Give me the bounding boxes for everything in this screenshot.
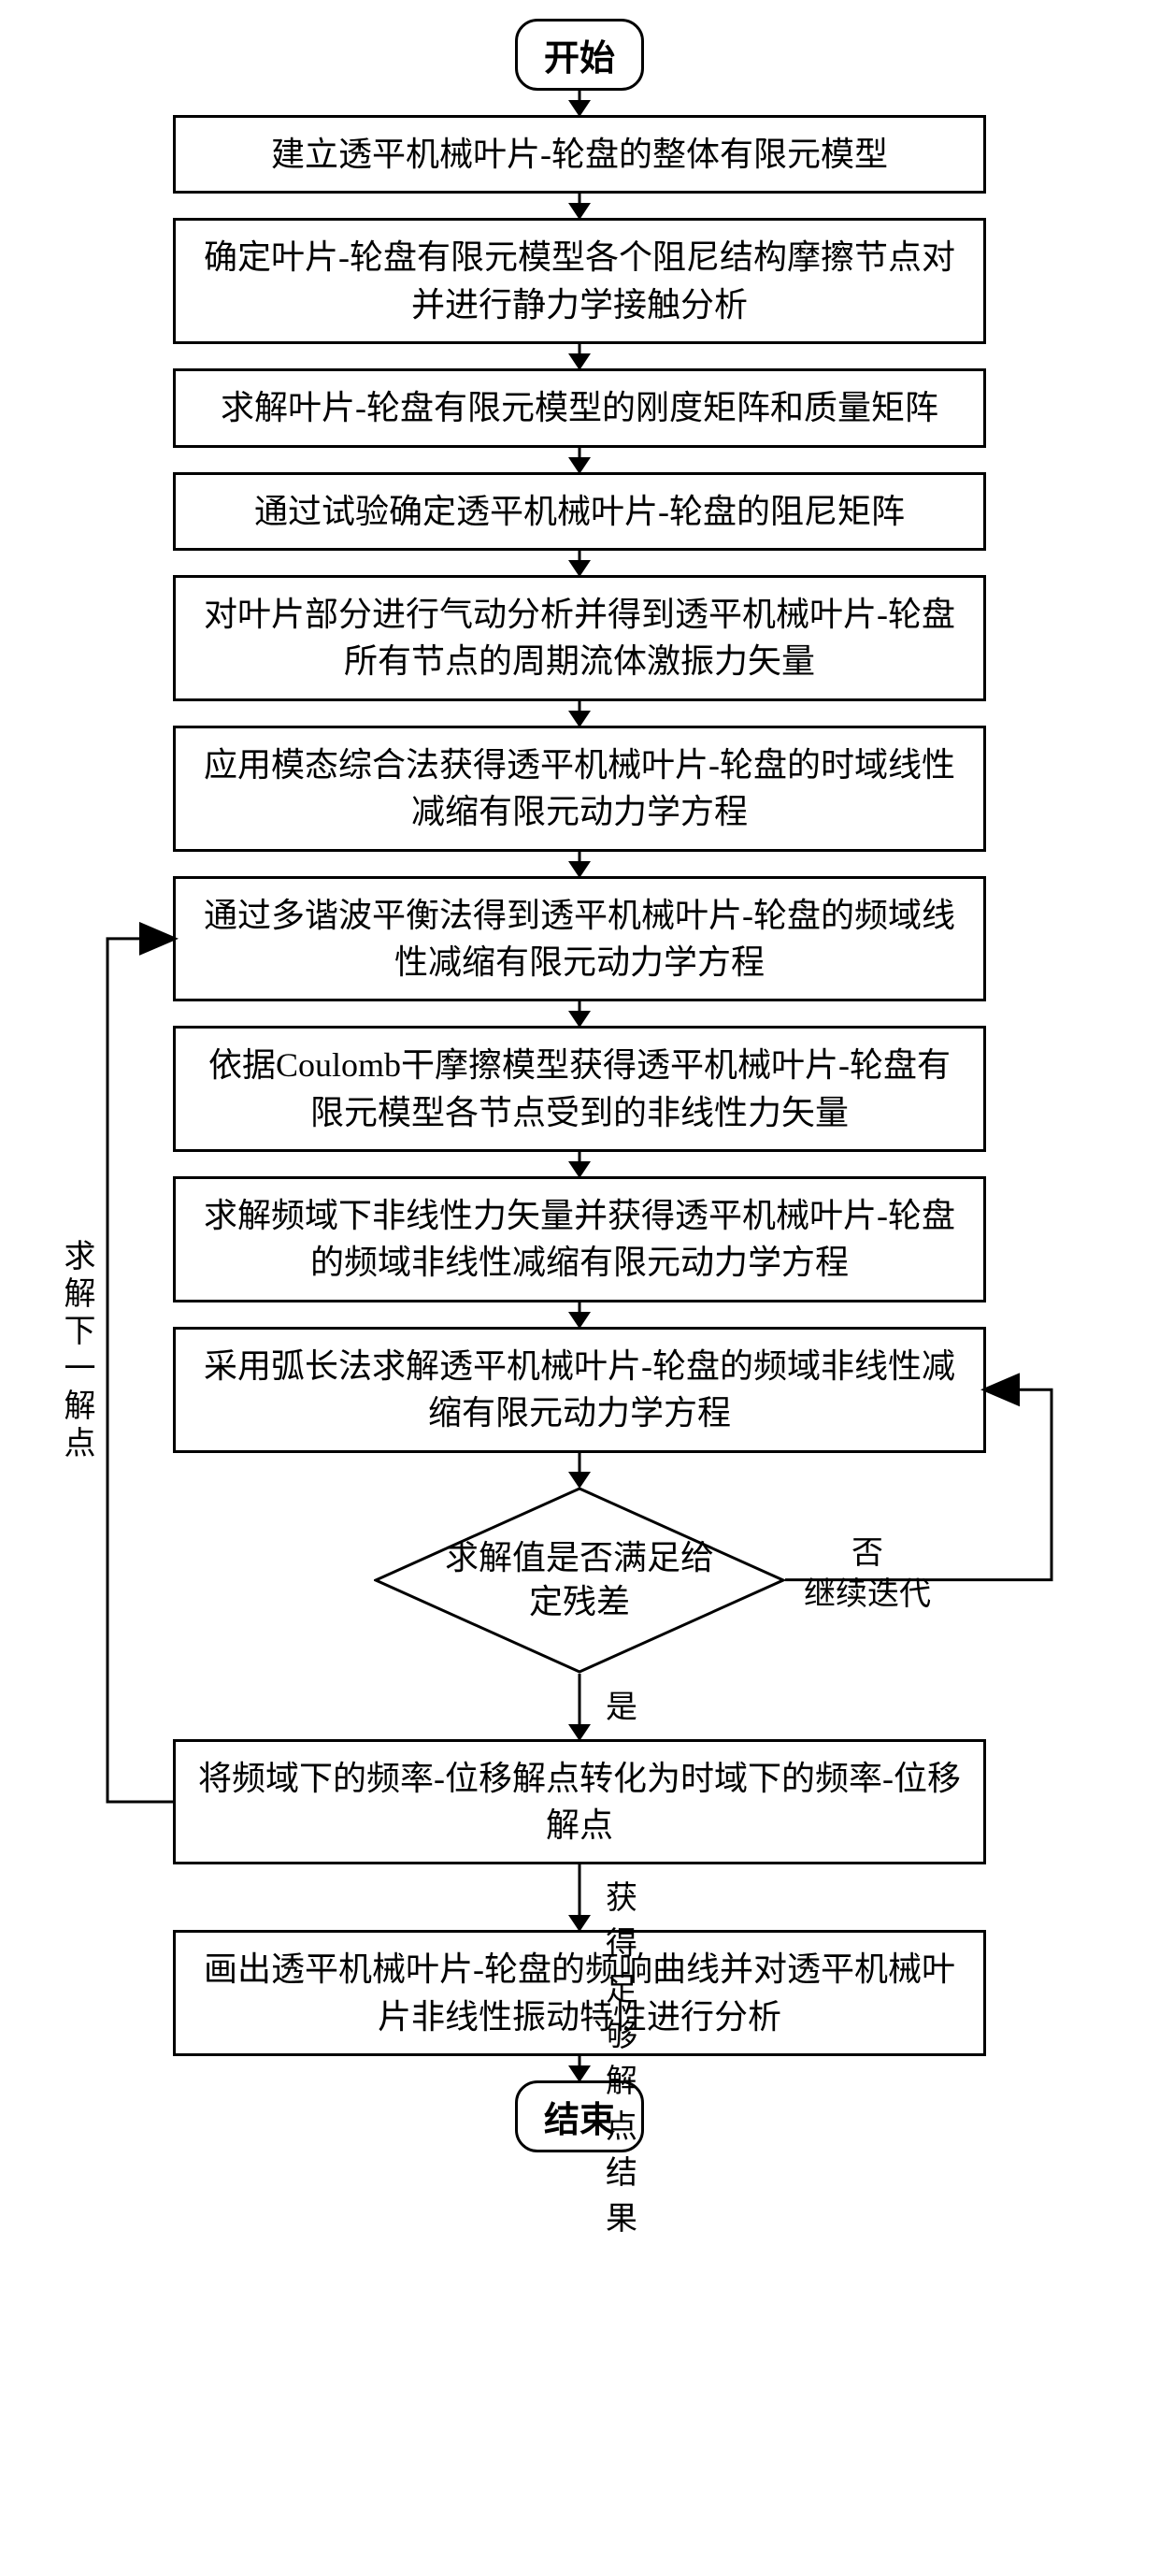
step-9: 求解频域下非线性力矢量并获得透平机械叶片-轮盘的频域非线性减缩有限元动力学方程 bbox=[173, 1176, 986, 1302]
step-5: 对叶片部分进行气动分析并得到透平机械叶片-轮盘所有节点的周期流体激振力矢量 bbox=[173, 575, 986, 701]
start-terminal: 开始 bbox=[515, 19, 644, 91]
step-12: 画出透平机械叶片-轮盘的频响曲线并对透平机械叶片非线性振动特性进行分析 bbox=[173, 1930, 986, 2056]
label-enough: 获得足够解点结果 bbox=[606, 1872, 637, 2238]
step-8: 依据Coulomb干摩擦模型获得透平机械叶片-轮盘有限元模型各节点受到的非线性力… bbox=[173, 1026, 986, 1152]
step-1: 建立透平机械叶片-轮盘的整体有限元模型 bbox=[173, 115, 986, 194]
decision-diamond: 求解值是否满足给定残差 bbox=[374, 1487, 785, 1674]
step-11: 将频域下的频率-位移解点转化为时域下的频率-位移解点 bbox=[173, 1739, 986, 1865]
flowchart-root: 开始 建立透平机械叶片-轮盘的整体有限元模型 确定叶片-轮盘有限元模型各个阻尼结… bbox=[19, 19, 1140, 2152]
step-3: 求解叶片-轮盘有限元模型的刚度矩阵和质量矩阵 bbox=[173, 368, 986, 447]
label-no: 否继续迭代 bbox=[804, 1533, 931, 1616]
step-4: 通过试验确定透平机械叶片-轮盘的阻尼矩阵 bbox=[173, 472, 986, 551]
step-10: 采用弧长法求解透平机械叶片-轮盘的频域非线性减缩有限元动力学方程 bbox=[173, 1327, 986, 1453]
step-2: 确定叶片-轮盘有限元模型各个阻尼结构摩擦节点对并进行静力学接触分析 bbox=[173, 218, 986, 344]
label-next-point: 求解下一解点 bbox=[53, 1239, 99, 1463]
decision-text: 求解值是否满足给定残差 bbox=[374, 1487, 785, 1674]
step-6: 应用模态综合法获得透平机械叶片-轮盘的时域线性减缩有限元动力学方程 bbox=[173, 726, 986, 852]
label-yes: 是 bbox=[606, 1681, 637, 1727]
step-7: 通过多谐波平衡法得到透平机械叶片-轮盘的频域线性减缩有限元动力学方程 bbox=[173, 876, 986, 1002]
